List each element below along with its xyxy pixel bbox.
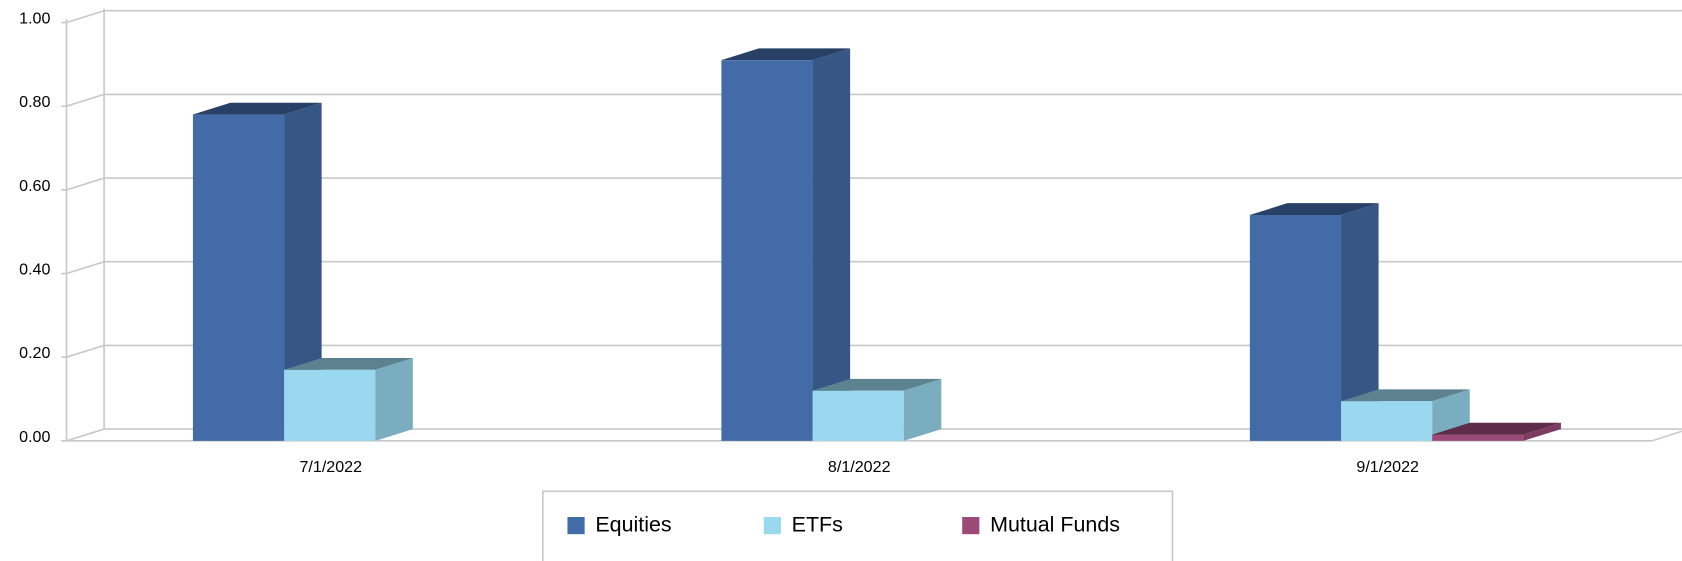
y-tick-label: 0.00 <box>19 428 50 446</box>
legend <box>541 490 1174 561</box>
grid-line <box>66 177 105 191</box>
legend-label: ETFs <box>792 512 843 536</box>
bar <box>1432 434 1524 441</box>
bar-top <box>1249 203 1379 215</box>
y-tick-label: 0.40 <box>19 261 50 279</box>
bar-side <box>1341 203 1379 441</box>
bar-side <box>903 378 942 441</box>
grid-line <box>66 93 105 107</box>
y-tick-label: 1.00 <box>19 10 50 28</box>
y-tick-label: 0.60 <box>19 177 50 195</box>
grid-line <box>66 344 105 358</box>
grid-line <box>66 428 105 442</box>
bar <box>721 60 813 441</box>
floor-side <box>1651 430 1682 442</box>
bar <box>1249 214 1342 441</box>
bar-top <box>812 378 942 391</box>
bar <box>812 390 904 441</box>
grid-line <box>66 9 105 24</box>
bar-side <box>812 48 851 441</box>
bar-top <box>192 102 322 115</box>
legend-label: Mutual Funds <box>990 512 1120 536</box>
legend-label: Equities <box>595 512 671 536</box>
bar <box>192 114 285 441</box>
bar-top <box>284 357 413 370</box>
grid-line <box>66 260 105 275</box>
bar-side <box>1523 422 1561 441</box>
x-tick-label: 9/1/2022 <box>1356 458 1419 476</box>
bar <box>1341 401 1433 441</box>
y-tick-label: 0.20 <box>19 344 50 362</box>
legend-swatch <box>567 517 585 535</box>
x-tick-label: 7/1/2022 <box>299 458 362 476</box>
legend-swatch <box>962 517 980 535</box>
bar-side <box>284 102 322 441</box>
legend-swatch <box>763 517 781 535</box>
bar-top <box>1432 422 1561 435</box>
bar-side <box>375 357 413 441</box>
bar-top <box>721 48 851 61</box>
y-tick-label: 0.80 <box>19 93 50 111</box>
bar-top <box>1341 389 1470 402</box>
bar <box>284 369 376 441</box>
x-tick-label: 8/1/2022 <box>828 458 891 476</box>
